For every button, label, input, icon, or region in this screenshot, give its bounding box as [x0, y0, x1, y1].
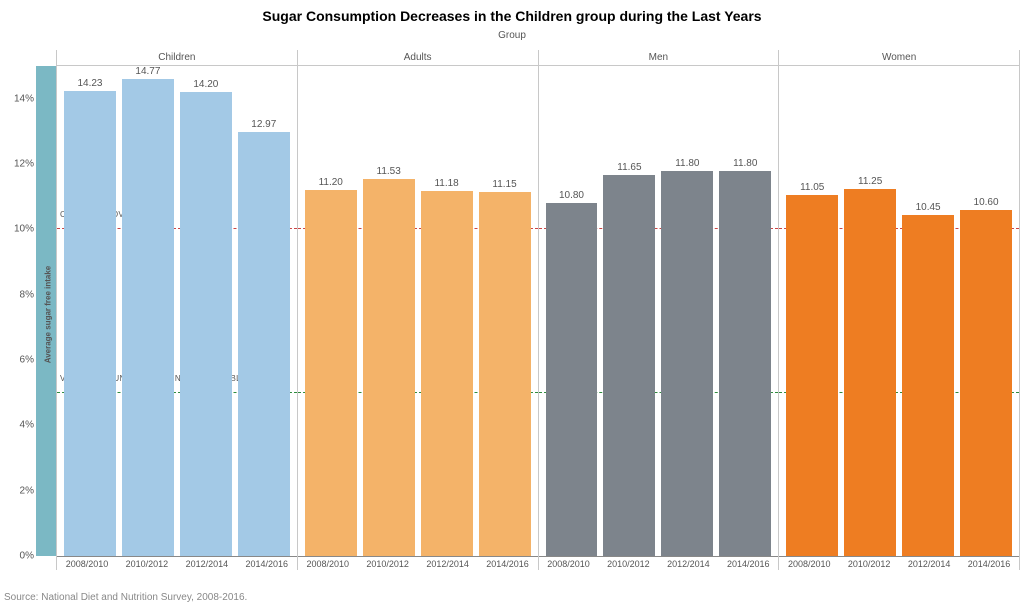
bar-slot: 10.80 [543, 66, 601, 556]
x-tick: 2014/2016 [718, 557, 778, 570]
plot-area: CRITICAL ABOVE THIS LINEVERY GOOD UNDER … [57, 66, 297, 556]
bar [305, 190, 357, 556]
bar [122, 79, 174, 556]
x-tick: 2008/2010 [57, 557, 117, 570]
plot-area: 10.80 11.65 11.80 11.80 [539, 66, 779, 556]
panel-women: Women 11.05 11.25 10.45 10.60 2008/20102010/2… [778, 50, 1020, 570]
bar [363, 179, 415, 556]
y-tick: 10% [4, 224, 34, 235]
bar [661, 171, 713, 556]
bar-slot: 11.18 [418, 66, 476, 556]
panel-header: Children [57, 50, 297, 66]
bars-row: 14.23 14.77 14.20 12.97 [57, 66, 297, 556]
bar-value-label: 11.65 [617, 162, 641, 173]
group-super-label: Group [0, 30, 1024, 41]
bar [902, 215, 954, 556]
x-tick: 2012/2014 [177, 557, 237, 570]
bar [786, 195, 838, 556]
y-tick: 12% [4, 159, 34, 170]
bar-value-label: 11.80 [675, 158, 699, 169]
bar-value-label: 14.23 [77, 78, 102, 89]
x-tick: 2012/2014 [899, 557, 959, 570]
bar [844, 189, 896, 557]
x-ticks: 2008/20102010/20122012/20142014/2016 [298, 556, 538, 570]
bar-value-label: 12.97 [251, 119, 276, 130]
bar-slot: 12.97 [235, 66, 293, 556]
x-ticks: 2008/20102010/20122012/20142014/2016 [57, 556, 297, 570]
x-tick: 2012/2014 [658, 557, 718, 570]
bar-value-label: 14.20 [193, 79, 218, 90]
bar-slot: 14.20 [177, 66, 235, 556]
bar-value-label: 10.80 [559, 190, 584, 201]
bar-value-label: 11.25 [858, 176, 882, 187]
bar [421, 191, 473, 556]
bar-value-label: 10.45 [916, 202, 941, 213]
bar-slot: 10.45 [899, 66, 957, 556]
panel-header: Adults [298, 50, 538, 66]
y-tick: 6% [4, 355, 34, 366]
x-tick: 2014/2016 [237, 557, 297, 570]
x-tick: 2008/2010 [779, 557, 839, 570]
bar-slot: 14.77 [119, 66, 177, 556]
chart-area: Average sugar free intake 0%2%4%6%8%10%1… [36, 50, 1020, 570]
x-tick: 2008/2010 [298, 557, 358, 570]
y-tick: 2% [4, 485, 34, 496]
y-axis-label: Average sugar free intake [44, 255, 53, 375]
bar-value-label: 11.53 [377, 166, 401, 177]
x-ticks: 2008/20102010/20122012/20142014/2016 [779, 556, 1019, 570]
x-tick: 2014/2016 [478, 557, 538, 570]
plot-area: 11.05 11.25 10.45 10.60 [779, 66, 1019, 556]
bar-slot: 11.20 [302, 66, 360, 556]
x-tick: 2012/2014 [418, 557, 478, 570]
x-ticks: 2008/20102010/20122012/20142014/2016 [539, 556, 779, 570]
bar-value-label: 11.05 [800, 182, 824, 193]
bars-row: 10.80 11.65 11.80 11.80 [539, 66, 779, 556]
bar-slot: 11.53 [360, 66, 418, 556]
bar-value-label: 11.18 [434, 178, 458, 189]
bar-slot: 11.80 [716, 66, 774, 556]
x-tick: 2008/2010 [539, 557, 599, 570]
y-tick: 14% [4, 93, 34, 104]
panel-men: Men 10.80 11.65 11.80 11.80 2008/20102010/201… [538, 50, 779, 570]
bars-row: 11.20 11.53 11.18 11.15 [298, 66, 538, 556]
panel-header: Women [779, 50, 1019, 66]
bar-slot: 14.23 [61, 66, 119, 556]
bar-slot: 11.65 [600, 66, 658, 556]
x-tick: 2014/2016 [959, 557, 1019, 570]
bar-value-label: 14.77 [135, 66, 160, 77]
bar-value-label: 10.60 [974, 197, 999, 208]
bar [479, 192, 531, 556]
x-tick: 2010/2012 [598, 557, 658, 570]
bar [180, 92, 232, 556]
bar [960, 210, 1012, 556]
x-tick: 2010/2012 [839, 557, 899, 570]
chart-title: Sugar Consumption Decreases in the Child… [0, 0, 1024, 24]
bar-value-label: 11.15 [492, 179, 516, 190]
panel-header: Men [539, 50, 779, 66]
bar-value-label: 11.80 [733, 158, 757, 169]
x-tick: 2010/2012 [117, 557, 177, 570]
bar [546, 203, 598, 556]
bar [64, 91, 116, 556]
bar-slot: 11.80 [658, 66, 716, 556]
bar-slot: 11.05 [783, 66, 841, 556]
panels-container: ChildrenCRITICAL ABOVE THIS LINEVERY GOO… [56, 50, 1020, 570]
y-tick: 8% [4, 289, 34, 300]
y-tick: 4% [4, 420, 34, 431]
bar-slot: 11.15 [476, 66, 534, 556]
bar [238, 132, 290, 556]
bar-slot: 11.25 [841, 66, 899, 556]
bar [719, 171, 771, 556]
bars-row: 11.05 11.25 10.45 10.60 [779, 66, 1019, 556]
source-attribution: Source: National Diet and Nutrition Surv… [4, 592, 247, 603]
bar [603, 175, 655, 556]
bar-slot: 10.60 [957, 66, 1015, 556]
panel-adults: Adults 11.20 11.53 11.18 11.15 2008/20102010/… [297, 50, 538, 570]
y-tick: 0% [4, 551, 34, 562]
panel-children: ChildrenCRITICAL ABOVE THIS LINEVERY GOO… [56, 50, 297, 570]
x-tick: 2010/2012 [358, 557, 418, 570]
plot-area: 11.20 11.53 11.18 11.15 [298, 66, 538, 556]
bar-value-label: 11.20 [319, 177, 343, 188]
